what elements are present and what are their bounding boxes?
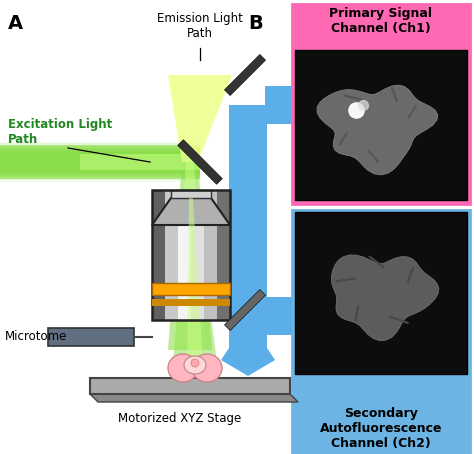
Polygon shape (168, 162, 212, 350)
Bar (0, 142, 200, 182)
Polygon shape (228, 57, 265, 95)
Bar (165, 190, 178, 320)
Bar (0, 152, 200, 171)
Ellipse shape (184, 356, 206, 374)
Point (352, 106, 360, 114)
Bar (0, 145, 200, 179)
Bar (90, 378, 290, 394)
Bar (265, 86, 292, 124)
Bar (191, 190, 204, 320)
Bar (178, 190, 191, 320)
Bar (80, 154, 200, 170)
Polygon shape (317, 85, 438, 175)
Polygon shape (225, 290, 265, 331)
Bar (152, 190, 230, 320)
Bar (152, 283, 230, 295)
Ellipse shape (168, 354, 198, 382)
Polygon shape (174, 162, 206, 350)
Bar (295, 50, 467, 200)
Ellipse shape (192, 354, 222, 382)
Point (359, 101, 367, 109)
Text: Motorized XYZ Stage: Motorized XYZ Stage (118, 412, 242, 425)
Text: A: A (8, 14, 23, 33)
Text: Microtome: Microtome (5, 331, 67, 344)
Bar (229, 105, 267, 348)
Text: B: B (248, 14, 263, 33)
Bar (0, 143, 200, 180)
Bar (48, 328, 134, 346)
Bar (292, 4, 470, 204)
Bar (0, 151, 200, 173)
Polygon shape (225, 54, 265, 95)
Ellipse shape (191, 359, 199, 367)
Bar (171, 190, 211, 198)
Polygon shape (187, 198, 203, 363)
Text: Primary Signal
Channel (Ch1): Primary Signal Channel (Ch1) (329, 7, 432, 35)
Polygon shape (331, 255, 439, 340)
Text: Emission Light
Path: Emission Light Path (157, 12, 243, 40)
Text: Excitation Light
Path: Excitation Light Path (8, 118, 112, 146)
Polygon shape (90, 394, 298, 402)
Bar (295, 212, 467, 374)
Polygon shape (173, 198, 217, 363)
Bar (265, 297, 292, 335)
Bar (152, 299, 230, 306)
Bar (0, 148, 200, 176)
Bar (292, 210, 470, 454)
Polygon shape (178, 140, 222, 184)
Bar (152, 190, 165, 320)
Polygon shape (181, 140, 221, 182)
Text: Secondary
Autofluorescence
Channel (Ch2): Secondary Autofluorescence Channel (Ch2) (320, 407, 442, 450)
Bar (0, 145, 200, 179)
Polygon shape (168, 75, 232, 162)
Bar (204, 190, 217, 320)
Bar (0, 146, 200, 177)
Polygon shape (221, 348, 275, 376)
Polygon shape (152, 198, 230, 225)
Bar (217, 190, 230, 320)
Bar (0, 149, 200, 174)
